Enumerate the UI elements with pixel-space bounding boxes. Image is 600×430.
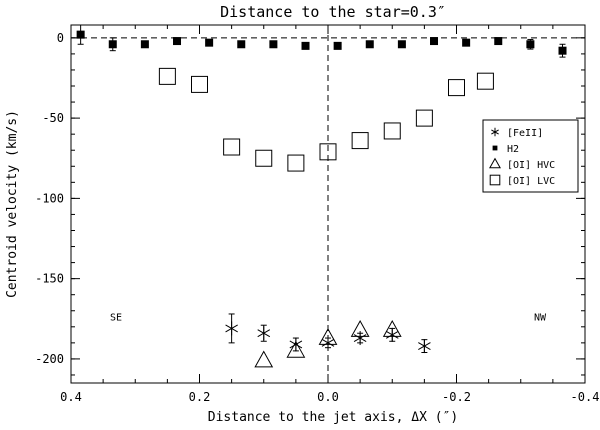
data-point: [494, 37, 503, 46]
legend-marker: [489, 174, 501, 186]
data-point: [333, 41, 342, 50]
legend-marker: [489, 157, 501, 169]
series-open-triangle: [254, 319, 402, 368]
data-point: [319, 143, 337, 161]
data-point: [255, 149, 273, 167]
y-tick-label: -150: [35, 272, 64, 286]
x-tick-label: -0.4: [571, 390, 600, 404]
data-point: [318, 328, 338, 345]
series-open-square: [158, 67, 494, 172]
x-axis-label: Distance to the jet axis, ΔX (″): [208, 410, 458, 425]
data-marks: [76, 24, 567, 368]
legend-marker: [491, 127, 499, 137]
region-label: NW: [534, 312, 547, 323]
x-tick-label: 0.0: [317, 390, 339, 404]
data-point: [365, 40, 374, 49]
series-asterisk: [225, 313, 431, 354]
data-point: [351, 132, 369, 150]
data-point: [383, 122, 401, 140]
data-point: [476, 72, 494, 90]
y-axis-label: Centroid velocity (km/s): [5, 110, 20, 298]
data-point: [173, 37, 182, 46]
chart-title: Distance to the star=0.3″: [220, 3, 446, 21]
data-point: [289, 337, 303, 352]
data-point: [301, 41, 310, 50]
data-point: [140, 40, 149, 49]
data-point: [205, 38, 214, 47]
series-filled-square: [76, 24, 567, 58]
data-point: [526, 40, 535, 49]
legend: [FeII] H2 [OI] HVC [OI] LVC: [482, 119, 579, 193]
x-tick-label: -0.2: [442, 390, 471, 404]
legend-entry: [OI] HVC: [507, 160, 555, 171]
region-label: SE: [110, 312, 122, 323]
data-point: [254, 350, 274, 368]
reference-lines: [71, 25, 585, 383]
data-point: [223, 138, 241, 156]
x-tick-label: 0.2: [189, 390, 211, 404]
data-point: [415, 109, 433, 127]
annotations: SE NW: [110, 312, 547, 323]
data-point: [257, 326, 271, 341]
data-point: [418, 339, 431, 354]
data-point: [269, 40, 278, 49]
legend-box: [482, 119, 579, 193]
legend-entry: [FeII]: [507, 128, 543, 139]
data-point: [191, 75, 208, 93]
y-tick-label: -50: [42, 111, 64, 125]
data-point: [353, 331, 367, 346]
data-point: [430, 37, 439, 46]
data-point: [76, 30, 85, 39]
y-tick-label: 0: [57, 31, 64, 45]
data-point: [350, 319, 370, 337]
y-tick-label: -100: [35, 191, 64, 205]
data-point: [287, 154, 305, 172]
data-point: [462, 38, 471, 47]
axes: 0.4 0.2 0.0 -0.2 -0.4 0 -50 -100 -150 -200: [35, 24, 600, 404]
legend-marker: [492, 145, 498, 151]
data-point: [108, 40, 117, 49]
y-tick-label: -200: [35, 352, 64, 366]
data-point: [225, 321, 238, 336]
data-point: [286, 340, 306, 358]
legend-entry: [OI] LVC: [507, 176, 555, 187]
legend-entry: H2: [507, 144, 519, 155]
data-point: [382, 319, 402, 337]
data-point: [558, 46, 567, 55]
data-point: [237, 40, 246, 49]
data-point: [385, 327, 399, 342]
data-point: [158, 67, 176, 85]
data-point: [448, 79, 465, 97]
x-tick-label: 0.4: [60, 390, 82, 404]
data-point: [397, 40, 406, 49]
data-point: [321, 335, 335, 350]
